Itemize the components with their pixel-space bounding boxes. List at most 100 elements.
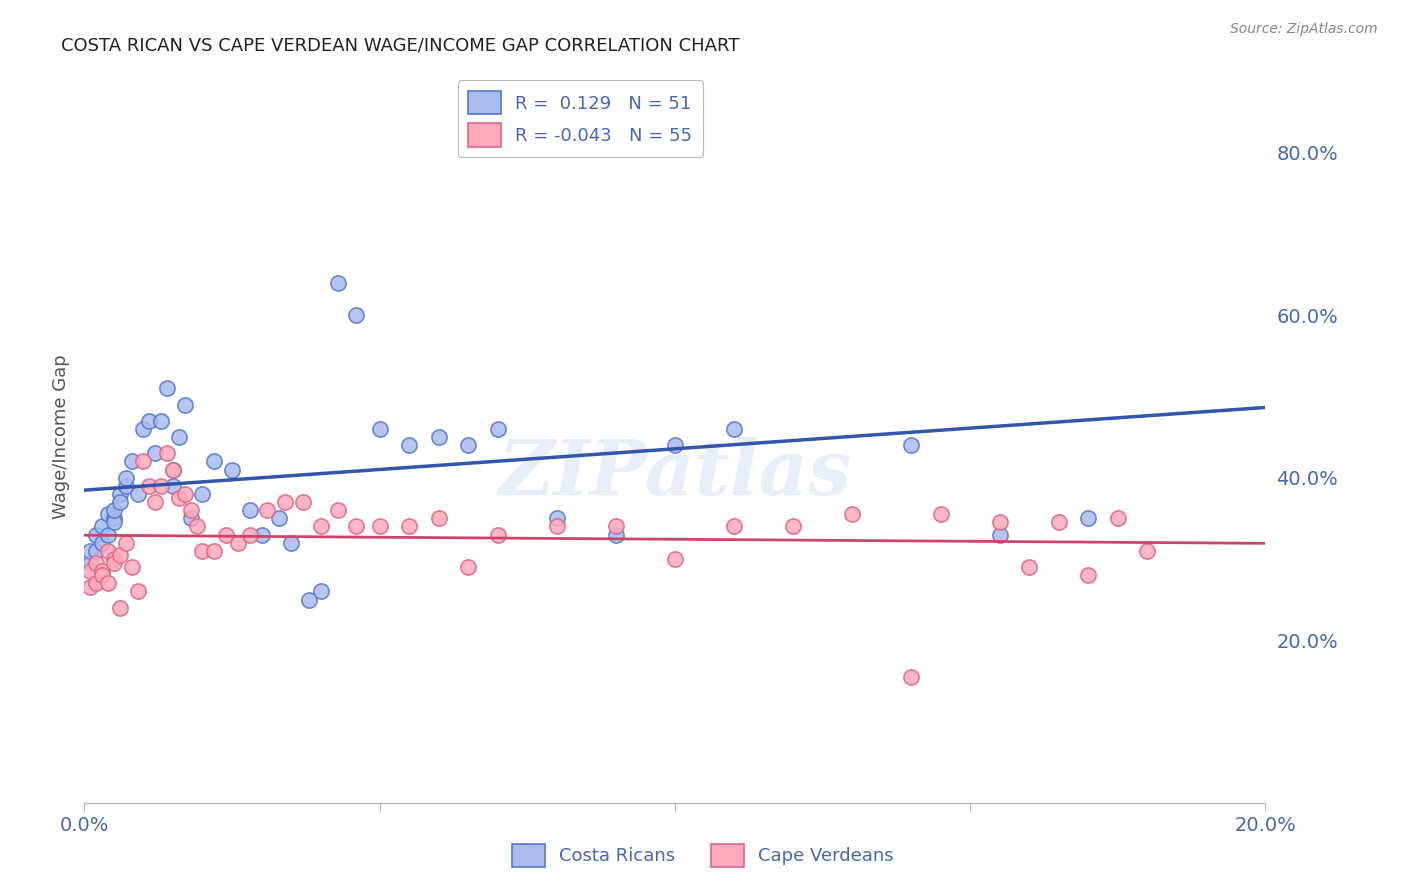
- Point: [309, 584, 332, 599]
- Y-axis label: Wage/Income Gap: Wage/Income Gap: [52, 355, 70, 519]
- Point: [546, 519, 568, 533]
- Point: [239, 503, 262, 517]
- Point: [398, 519, 420, 533]
- Point: [108, 487, 131, 501]
- Point: [841, 508, 863, 522]
- Point: [344, 308, 367, 322]
- Point: [114, 471, 136, 485]
- Point: [723, 422, 745, 436]
- Point: [132, 454, 155, 468]
- Point: [167, 430, 190, 444]
- Point: [226, 535, 249, 549]
- Text: ZIPatlas: ZIPatlas: [498, 437, 852, 510]
- Point: [91, 519, 114, 533]
- Point: [108, 548, 131, 562]
- Point: [215, 527, 238, 541]
- Point: [328, 503, 350, 517]
- Point: [103, 552, 125, 566]
- Point: [173, 398, 195, 412]
- Point: [1077, 511, 1099, 525]
- Point: [156, 381, 179, 395]
- Point: [84, 544, 107, 558]
- Point: [1047, 516, 1070, 530]
- Point: [162, 479, 184, 493]
- Point: [79, 544, 101, 558]
- Point: [156, 446, 179, 460]
- Point: [280, 535, 302, 549]
- Point: [108, 495, 131, 509]
- Point: [91, 535, 114, 549]
- Point: [191, 487, 214, 501]
- Point: [162, 462, 184, 476]
- Point: [988, 516, 1011, 530]
- Point: [723, 519, 745, 533]
- Point: [427, 430, 450, 444]
- Point: [988, 527, 1011, 541]
- Point: [191, 544, 214, 558]
- Point: [138, 479, 160, 493]
- Point: [900, 670, 922, 684]
- Point: [150, 414, 173, 428]
- Legend: R =  0.129   N = 51, R = -0.043   N = 55: R = 0.129 N = 51, R = -0.043 N = 55: [457, 80, 703, 158]
- Point: [103, 516, 125, 530]
- Point: [1018, 560, 1040, 574]
- Point: [121, 454, 143, 468]
- Point: [398, 438, 420, 452]
- Point: [605, 519, 627, 533]
- Point: [103, 503, 125, 517]
- Point: [79, 581, 101, 595]
- Point: [309, 519, 332, 533]
- Point: [250, 527, 273, 541]
- Point: [486, 422, 509, 436]
- Point: [605, 527, 627, 541]
- Point: [97, 508, 120, 522]
- Text: COSTA RICAN VS CAPE VERDEAN WAGE/INCOME GAP CORRELATION CHART: COSTA RICAN VS CAPE VERDEAN WAGE/INCOME …: [60, 37, 740, 54]
- Point: [79, 556, 101, 570]
- Point: [457, 560, 479, 574]
- Point: [84, 527, 107, 541]
- Point: [121, 560, 143, 574]
- Point: [127, 584, 149, 599]
- Point: [79, 564, 101, 578]
- Point: [291, 495, 314, 509]
- Point: [97, 527, 120, 541]
- Point: [368, 519, 391, 533]
- Point: [1107, 511, 1129, 525]
- Point: [173, 487, 195, 501]
- Point: [486, 527, 509, 541]
- Point: [368, 422, 391, 436]
- Point: [929, 508, 952, 522]
- Point: [108, 600, 131, 615]
- Text: Source: ZipAtlas.com: Source: ZipAtlas.com: [1230, 22, 1378, 37]
- Point: [221, 462, 243, 476]
- Point: [143, 446, 166, 460]
- Point: [634, 96, 657, 111]
- Point: [298, 592, 321, 607]
- Legend: Costa Ricans, Cape Verdeans: Costa Ricans, Cape Verdeans: [505, 837, 901, 874]
- Point: [167, 491, 190, 505]
- Point: [202, 544, 225, 558]
- Point: [239, 527, 262, 541]
- Point: [150, 479, 173, 493]
- Point: [103, 556, 125, 570]
- Point: [84, 576, 107, 591]
- Point: [162, 462, 184, 476]
- Point: [1077, 568, 1099, 582]
- Point: [269, 511, 291, 525]
- Point: [180, 503, 202, 517]
- Point: [546, 511, 568, 525]
- Point: [114, 479, 136, 493]
- Point: [664, 552, 686, 566]
- Point: [256, 503, 278, 517]
- Point: [328, 276, 350, 290]
- Point: [274, 495, 297, 509]
- Point: [97, 576, 120, 591]
- Point: [427, 511, 450, 525]
- Point: [143, 495, 166, 509]
- Point: [344, 519, 367, 533]
- Point: [180, 511, 202, 525]
- Point: [114, 535, 136, 549]
- Point: [91, 568, 114, 582]
- Point: [457, 438, 479, 452]
- Point: [664, 438, 686, 452]
